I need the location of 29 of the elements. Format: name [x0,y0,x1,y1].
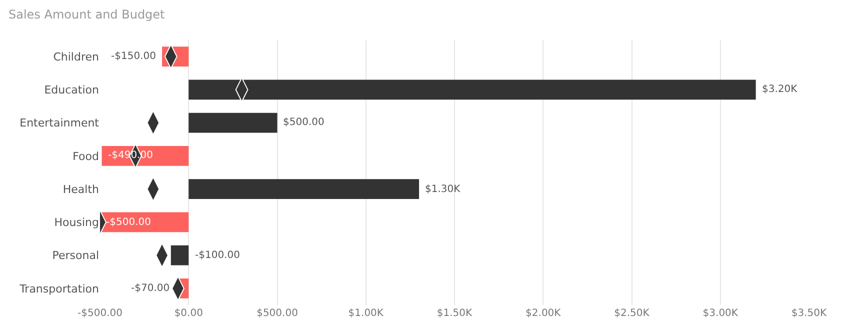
data-label: $3.20K [762,84,798,95]
x-tick-label: -$500.00 [78,308,122,319]
chart-title: Sales Amount and Budget [8,7,166,22]
data-label: -$100.00 [195,250,240,261]
x-tick-label: $500.00 [256,308,298,319]
x-tick-label: $2.50K [614,308,650,319]
y-tick-label: Food [72,150,99,163]
bar [188,179,420,199]
y-tick-label: Education [44,84,100,97]
y-tick-label: Transportation [18,282,100,296]
x-tick-label: $2.00K [526,308,562,319]
y-tick-label: Personal [52,249,99,262]
y-tick-label: Children [53,50,100,64]
data-label: -$150.00 [111,51,156,62]
bar [188,80,756,100]
x-tick-label: $1.00K [348,308,384,319]
bar [170,245,189,266]
data-label: $500.00 [283,117,324,128]
data-label: -$500.00 [106,217,151,228]
data-label: -$70.00 [131,283,170,294]
x-tick-label: $0.00 [174,308,203,319]
y-tick-label: Entertainment [20,116,100,130]
y-tick-label: Health [62,182,100,196]
x-tick-label: $3.00K [702,308,738,319]
bar [188,112,278,133]
x-tick-label: $3.50K [791,308,828,319]
data-label: $1.30K [425,184,461,195]
x-tick-label: $1.50K [436,308,473,319]
y-tick-label: Housing [54,216,99,230]
